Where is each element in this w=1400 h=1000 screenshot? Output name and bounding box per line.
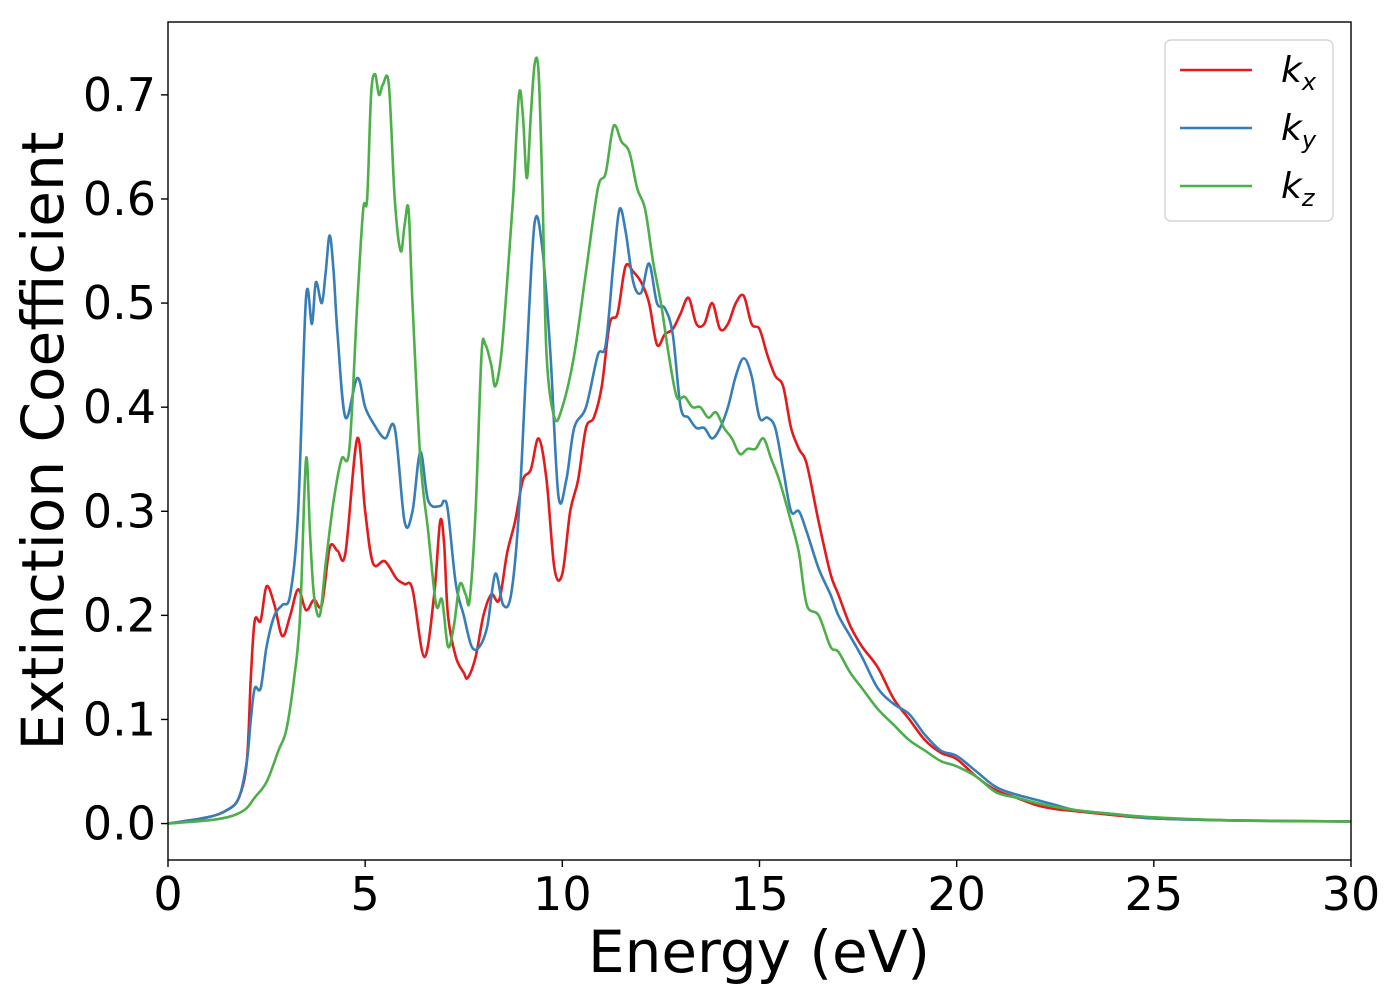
- x-tick-label: 20: [927, 867, 986, 921]
- x-axis-label: Energy (eV): [588, 918, 930, 986]
- series-line-y: [167, 206, 1352, 825]
- x-tick-label: 5: [351, 867, 380, 921]
- x-tick-label: 10: [533, 867, 592, 921]
- y-axis: 0.0 0.1 0.2 0.3 0.4 0.5 0.6 0.7: [83, 68, 168, 851]
- y-tick-label: 0.0: [83, 797, 156, 851]
- y-tick-label: 0.3: [83, 484, 156, 538]
- x-tick-label: 30: [1322, 867, 1381, 921]
- y-axis-label: Extinction Coefficient: [9, 132, 77, 751]
- y-tick-label: 0.5: [83, 276, 156, 330]
- series-line-z: [167, 56, 1352, 825]
- y-tick-label: 0.6: [83, 172, 156, 226]
- series-line-x: [167, 262, 1352, 825]
- y-tick-label: 0.2: [83, 588, 156, 642]
- x-tick-label: 0: [153, 867, 182, 921]
- series-layer: [167, 56, 1352, 825]
- x-axis: 0 5 10 15 20 25 30: [153, 860, 1380, 921]
- y-tick-label: 0.4: [83, 380, 156, 434]
- y-tick-label: 0.7: [83, 68, 156, 122]
- x-tick-label: 25: [1125, 867, 1184, 921]
- x-tick-label: 15: [730, 867, 789, 921]
- y-tick-label: 0.1: [83, 692, 156, 746]
- legend-box: [1164, 39, 1334, 222]
